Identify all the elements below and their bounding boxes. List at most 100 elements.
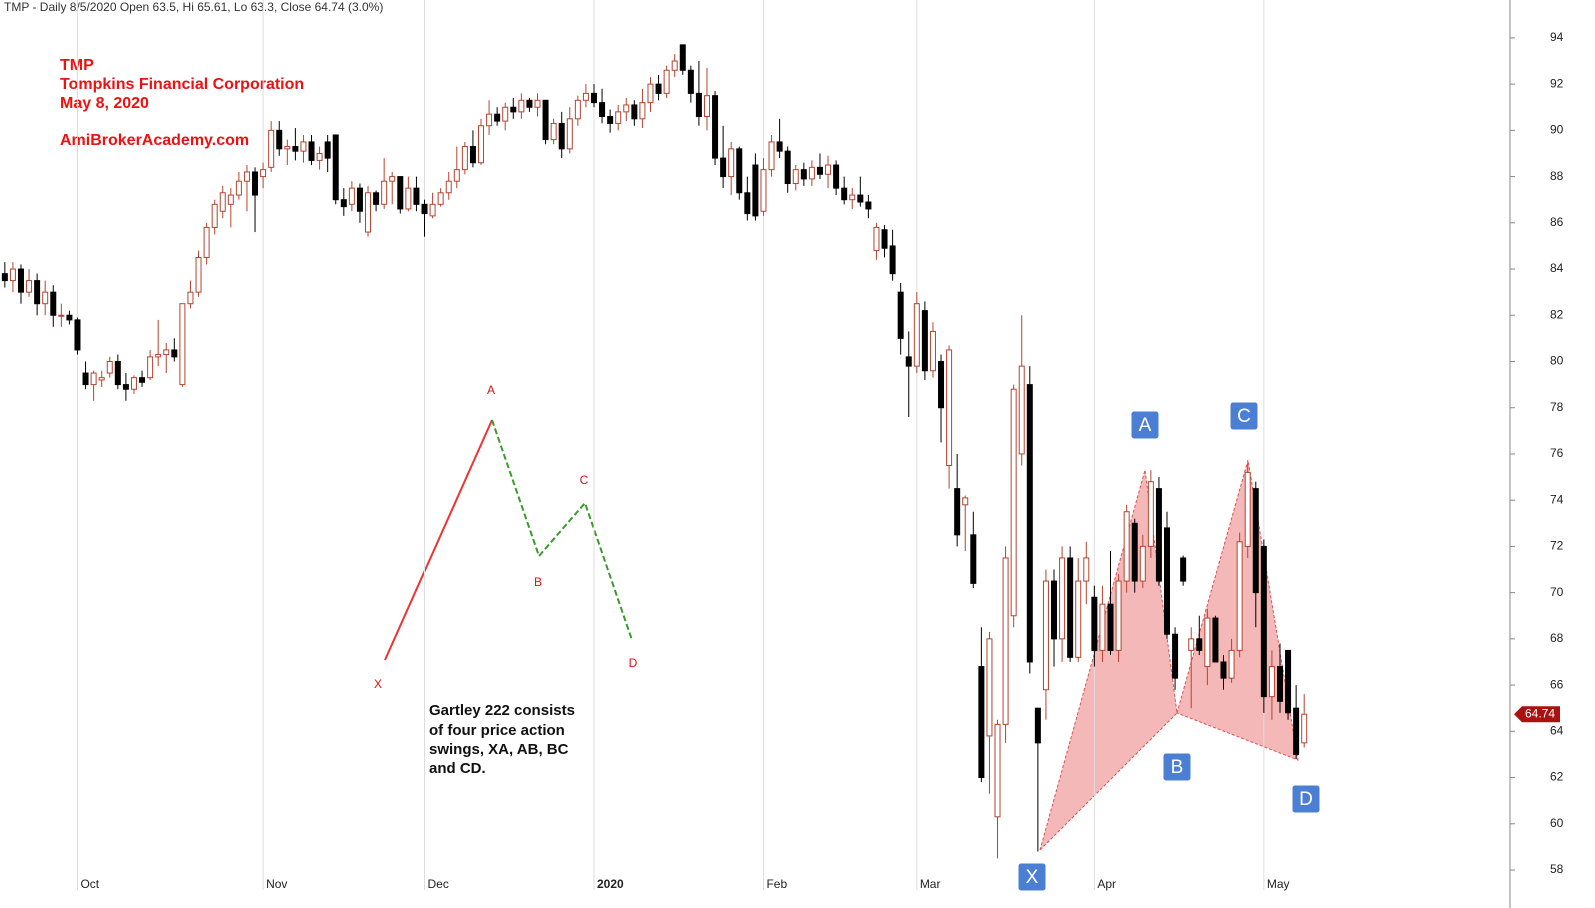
candle-body [437,192,444,205]
candle-body [478,125,485,164]
candle-body [1180,557,1187,582]
candle-body [1164,527,1171,635]
candle-body [1204,617,1211,668]
x-tick-label: May [1267,877,1290,891]
y-tick-label: 64 [1550,723,1564,737]
candle-body [461,146,468,171]
candle-body [1026,384,1033,663]
candle-body [582,92,589,101]
candle-body [114,360,121,386]
candle-body [9,268,16,282]
y-tick-label: 92 [1550,76,1564,90]
candle-body [365,192,372,233]
candle-body [1244,471,1251,547]
candle-body [929,330,936,372]
x-tick-label: Nov [266,877,287,891]
y-tick-label: 58 [1550,862,1564,876]
badge [1130,410,1160,440]
candle-body [219,192,226,212]
candle-body [663,69,670,94]
candle-body [292,146,299,152]
candle-body [1196,638,1203,651]
badge-label: B [1171,757,1184,778]
candle-body [82,372,89,386]
y-tick-label: 72 [1550,539,1564,553]
candle-body [857,194,864,203]
candle-body [300,141,307,152]
candle-body [574,99,581,120]
candle-body [227,194,234,205]
candle-body [792,169,799,185]
candle-body [356,187,363,212]
badge [1162,752,1192,782]
x-tick-label: Feb [766,877,787,891]
diagram-label: D [629,656,638,670]
candle-body [590,92,597,104]
candle-body [1123,511,1130,582]
last-price-tag [1514,706,1560,723]
candle-body [712,95,719,159]
candle-body [1091,596,1098,651]
candle-body [1107,603,1114,651]
y-tick-label: 94 [1550,30,1564,44]
candle-body [308,141,315,161]
note-line: swings, XA, AB, BC [429,741,569,758]
badge [1291,784,1321,814]
x-tick-label: 2020 [597,877,624,891]
candle-body [841,187,848,201]
candle-body [34,280,41,305]
candle-body [1212,617,1219,663]
candle-body [187,291,194,305]
candle-body [284,146,291,150]
candle-body [1083,557,1090,582]
candle-body [510,106,517,113]
y-tick-label: 60 [1550,816,1564,830]
candle-body [252,171,259,196]
candle-body [695,92,702,117]
candle-body [486,113,493,127]
candle-body [921,310,928,372]
candle-body [703,95,710,117]
candle-body [889,245,896,275]
candle-body [469,146,476,164]
candle-body [397,176,404,210]
candle-body [405,187,412,210]
candle-body [800,169,807,180]
candle-body [381,180,388,205]
candle-body [340,199,347,208]
badge-label: X [1026,867,1039,888]
candle-body [1075,580,1082,658]
candle-body [1,273,8,282]
badge [1017,862,1047,892]
candle-body [550,122,557,141]
candle-body [1268,666,1275,698]
candle-body [106,360,113,374]
y-tick-label: 84 [1550,261,1564,275]
candle-body [1293,707,1300,755]
candle-body [1051,580,1058,640]
candle-body [808,166,815,180]
candle-body [195,256,202,293]
candle-body [1115,580,1122,651]
candle-body [615,111,622,124]
candle-body [1034,707,1041,744]
candle-body [1228,649,1235,679]
chart-title: TMP - Daily 8/5/2020 Open 63.5, Hi 65.61… [4,0,383,14]
candle-body [631,104,638,120]
candle-body [962,497,969,506]
candle-body [994,723,1001,818]
candle-body [542,99,549,141]
candle-body [98,377,105,381]
candle-body [720,157,727,178]
candle-body [502,106,509,122]
candle-body [873,226,880,252]
badge-label: D [1299,789,1313,810]
candle-body [203,226,210,258]
header-line: May 8, 2020 [60,95,149,112]
candle-body [566,118,573,150]
candle-body [970,534,977,584]
candle-body [1002,557,1009,725]
y-tick-label: 76 [1550,446,1564,460]
candle-body [946,349,953,467]
candle-body [558,122,565,150]
